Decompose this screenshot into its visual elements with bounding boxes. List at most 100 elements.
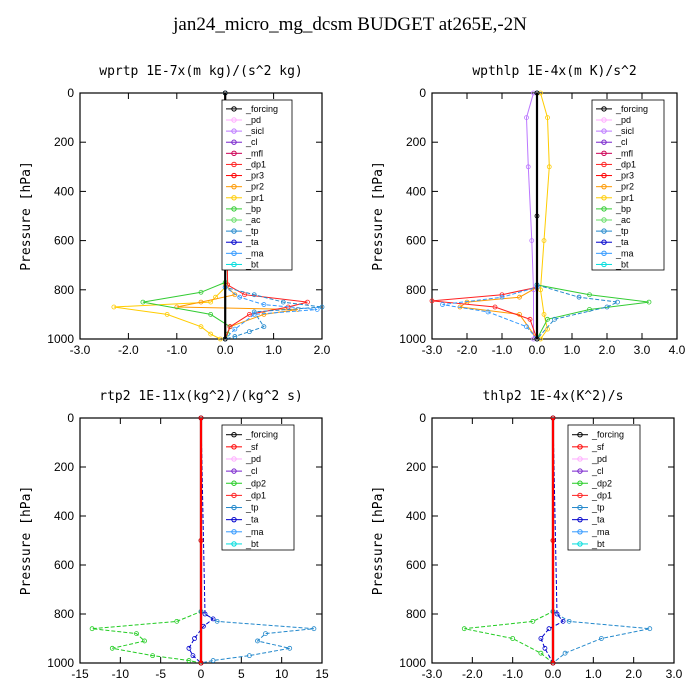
series-point-pr1: [208, 331, 214, 337]
plot-frame: [79, 92, 323, 340]
series-point-sf: [550, 415, 556, 421]
legend-marker-cl: [577, 468, 583, 474]
x-tick-label: -3.0: [422, 343, 443, 357]
panel-title: wpthlp 1E-4x(m K)/s^2: [472, 64, 636, 79]
series-point-tp: [319, 304, 325, 310]
legend-marker-sicl: [231, 128, 237, 134]
legend-marker-dp2: [231, 480, 237, 486]
y-tick-label: 200: [406, 135, 426, 149]
x-tick-label: 0.0: [545, 667, 562, 681]
series-point-pr1: [545, 115, 550, 120]
legend-marker-ma: [577, 529, 583, 535]
series-point-tp: [615, 299, 620, 305]
series-point-pr2: [198, 299, 204, 305]
series-point-tp: [232, 334, 238, 339]
x-tick-label: 2.0: [314, 343, 331, 357]
legend-label-cl: _cl: [245, 137, 258, 147]
legend-label-forcing: _forcing: [591, 430, 624, 440]
legend-label-bt: _bt: [245, 539, 259, 549]
series-point-dp2: [174, 618, 180, 624]
series-point-dp2: [109, 645, 115, 651]
legend-label-mfl: _mfl: [245, 148, 263, 158]
legend-marker-ma: [231, 529, 237, 535]
legend-label-dp1: _dp1: [245, 159, 266, 169]
x-tick-label: 4.0: [669, 343, 686, 357]
legend-marker-bt: [231, 541, 237, 547]
series-point-tp: [576, 294, 582, 300]
series-point-tp: [261, 324, 267, 330]
legend-marker-tp: [577, 504, 583, 511]
y-tick-label: 600: [406, 558, 426, 572]
series-point-ta: [202, 611, 208, 617]
series-point-tp: [647, 626, 653, 632]
series-point-tp: [251, 292, 257, 298]
x-tick-label: 2.0: [599, 343, 616, 357]
x-tick-label: 0: [198, 667, 205, 681]
series-point-tp: [251, 309, 257, 315]
legend-marker-dp1: [231, 492, 237, 499]
y-tick-label: 800: [406, 283, 426, 297]
legend-marker-bt: [231, 261, 237, 268]
x-tick-label: -2.0: [118, 343, 139, 357]
legend-marker-pd: [601, 117, 607, 123]
y-tick-label: 1000: [47, 656, 74, 670]
series-line-dp2: [464, 418, 554, 664]
series-line-dp2: [92, 418, 202, 664]
series-point-tp: [566, 618, 572, 624]
plot-frame: [431, 92, 678, 340]
legend-label-bt: _bt: [591, 539, 605, 549]
series-point-ta: [554, 611, 560, 617]
legend-marker-dp1: [577, 492, 583, 499]
series-point-tp: [552, 316, 557, 322]
series-point-dp2: [142, 638, 147, 644]
series-point-bp: [140, 299, 146, 305]
series-point-dp1: [527, 316, 533, 322]
legend-label-tp: _tp: [615, 226, 629, 236]
legend-marker-dp2: [577, 480, 583, 486]
legend-marker-dp1: [231, 161, 237, 168]
series-point-tp: [246, 653, 252, 659]
legend-marker-pr1: [601, 195, 607, 201]
y-tick-label: 400: [406, 184, 426, 198]
x-tick-label: -1.0: [492, 343, 513, 357]
series-point-sicl: [531, 336, 536, 342]
series-point-tp: [210, 658, 216, 663]
y-tick-label: 0: [419, 411, 426, 425]
y-tick-label: 200: [54, 135, 74, 149]
legend-label-ta: _ta: [591, 515, 605, 525]
y-tick-label: 0: [67, 86, 74, 100]
series-point-dp2: [530, 618, 536, 624]
legend-label-tp: _tp: [245, 226, 259, 236]
series-point-sf: [550, 538, 556, 543]
legend-marker-pr2: [231, 183, 237, 190]
legend-label-pr3: _pr3: [245, 171, 264, 181]
x-tick-label: -1.0: [502, 667, 523, 681]
legend-label-forcing: _forcing: [615, 104, 648, 114]
series-line-bp: [142, 93, 231, 340]
series-point-pr1: [217, 336, 223, 342]
page-title: jan24_micro_mg_dcsm BUDGET at265E,-2N: [173, 14, 527, 35]
legend-label-ta: _ta: [245, 515, 259, 525]
legend-label-ac: _ac: [615, 215, 631, 225]
legend-label-cl: _cl: [591, 466, 604, 476]
series-point-pr2: [232, 292, 238, 298]
legend-marker-mfl: [601, 150, 607, 157]
x-tick-label: -10: [112, 667, 130, 681]
x-tick-label: 2.0: [625, 667, 642, 681]
y-tick-label: 800: [54, 607, 74, 621]
x-tick-label: 1.0: [265, 343, 282, 357]
legend-label-dp1: _dp1: [245, 490, 266, 500]
series-line-pr2: [176, 93, 298, 340]
legend-label-mfl: _mfl: [615, 148, 633, 158]
series-point-tp: [255, 638, 260, 644]
series-point-sf: [550, 660, 556, 666]
series-point-dp2: [134, 631, 139, 636]
legend-label-bp: _bp: [245, 204, 261, 214]
y-axis-label: Pressure [hPa]: [371, 161, 386, 271]
x-tick-label: 3.0: [634, 343, 651, 357]
series-point-dp2: [538, 650, 544, 656]
y-tick-label: 1000: [399, 656, 426, 670]
series-point-bp: [208, 311, 214, 317]
series-point-dp1: [305, 299, 310, 305]
